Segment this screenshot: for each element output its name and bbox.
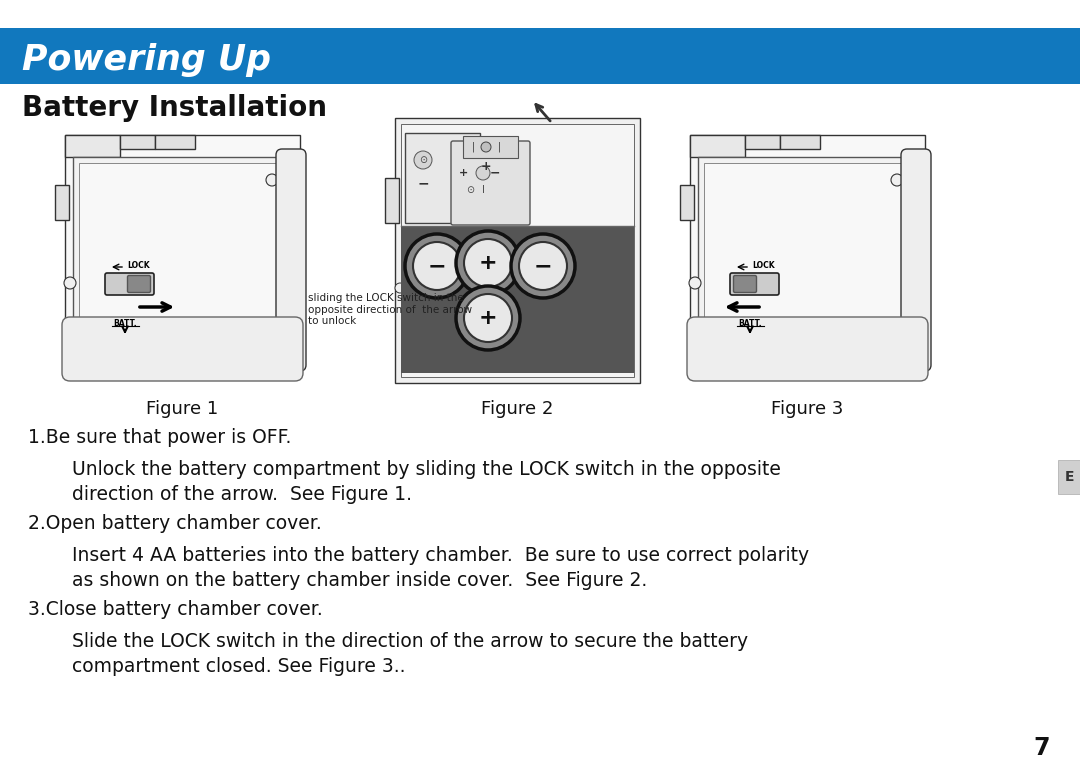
Text: Figure 1: Figure 1 (147, 400, 218, 418)
Text: sliding the LOCK switch in the
opposite direction of  the arrow
to unlock: sliding the LOCK switch in the opposite … (308, 293, 472, 326)
Circle shape (891, 174, 903, 186)
FancyBboxPatch shape (730, 273, 779, 295)
Text: Figure 3: Figure 3 (771, 400, 843, 418)
Circle shape (481, 142, 491, 152)
Text: +: + (478, 253, 497, 273)
Bar (780, 135, 820, 149)
Text: I: I (482, 185, 485, 195)
Text: 3.Close battery chamber cover.: 3.Close battery chamber cover. (28, 600, 323, 619)
Text: LOCK: LOCK (127, 261, 150, 270)
Text: ⊙: ⊙ (465, 185, 474, 195)
Text: +: + (478, 308, 497, 328)
Text: BATT.: BATT. (113, 319, 137, 328)
FancyBboxPatch shape (733, 276, 756, 293)
Text: ⊙: ⊙ (419, 155, 427, 165)
Text: BATT.: BATT. (739, 319, 761, 328)
Text: Slide the LOCK switch in the direction of the arrow to secure the battery
compar: Slide the LOCK switch in the direction o… (72, 632, 748, 676)
Bar (384, 178, 399, 223)
Circle shape (395, 283, 405, 293)
Circle shape (476, 166, 490, 180)
Circle shape (456, 231, 519, 295)
Bar (704, 163, 912, 347)
Text: LOCK: LOCK (752, 261, 774, 270)
Text: Powering Up: Powering Up (22, 43, 271, 77)
Text: +: + (481, 160, 491, 173)
Bar (745, 135, 780, 149)
Text: −: − (534, 256, 552, 276)
Circle shape (689, 277, 701, 289)
Bar (156, 135, 195, 149)
Circle shape (266, 174, 278, 186)
Bar (395, 118, 640, 383)
FancyBboxPatch shape (105, 273, 154, 295)
Bar (65, 135, 300, 375)
Bar (463, 136, 518, 158)
Bar (1058, 460, 1080, 494)
Text: −: − (417, 176, 429, 190)
Text: 2.Open battery chamber cover.: 2.Open battery chamber cover. (28, 514, 322, 533)
Text: 1.Be sure that power is OFF.: 1.Be sure that power is OFF. (28, 428, 292, 447)
Bar (0, 28, 1080, 84)
Bar (65, 135, 120, 157)
Bar (690, 135, 924, 375)
Text: Unlock the battery compartment by sliding the LOCK switch in the opposite
direct: Unlock the battery compartment by slidin… (72, 460, 781, 504)
Text: Battery Installation: Battery Installation (22, 94, 327, 122)
FancyBboxPatch shape (276, 149, 306, 371)
Text: 7: 7 (1034, 736, 1050, 760)
Circle shape (511, 234, 575, 298)
Circle shape (519, 242, 567, 290)
Text: E: E (1064, 470, 1074, 484)
Bar (73, 157, 292, 357)
Bar (690, 135, 745, 157)
Text: Figure 2: Figure 2 (482, 400, 554, 418)
Bar (698, 157, 917, 357)
Bar (401, 226, 634, 373)
FancyBboxPatch shape (451, 141, 530, 225)
Circle shape (464, 294, 512, 342)
FancyBboxPatch shape (127, 276, 150, 293)
Bar (79, 163, 286, 347)
Circle shape (413, 242, 461, 290)
Bar (680, 185, 694, 220)
Text: |: | (471, 142, 474, 152)
Text: |: | (498, 142, 501, 152)
FancyBboxPatch shape (901, 149, 931, 371)
Bar (401, 124, 634, 377)
Bar (55, 185, 69, 220)
Bar (405, 133, 480, 223)
Circle shape (405, 234, 469, 298)
Bar (120, 135, 156, 149)
Text: −: − (489, 167, 500, 180)
Text: −: − (428, 256, 446, 276)
Circle shape (414, 151, 432, 169)
Circle shape (456, 286, 519, 350)
FancyBboxPatch shape (62, 317, 303, 381)
Text: +: + (458, 168, 468, 178)
Circle shape (64, 277, 76, 289)
Text: Insert 4 AA batteries into the battery chamber.  Be sure to use correct polarity: Insert 4 AA batteries into the battery c… (72, 546, 809, 590)
FancyBboxPatch shape (687, 317, 928, 381)
Circle shape (464, 239, 512, 287)
